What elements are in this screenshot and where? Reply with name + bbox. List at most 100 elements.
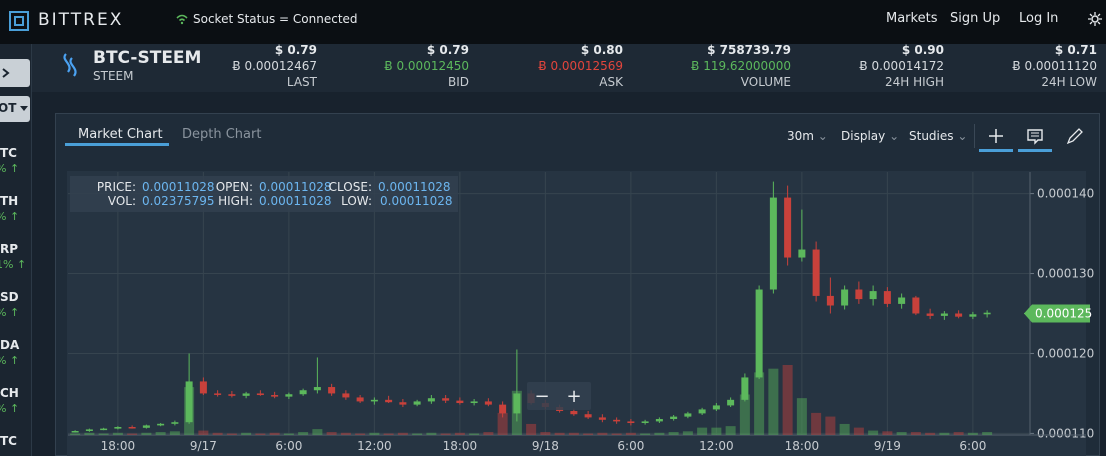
volume-bar <box>440 433 451 435</box>
x-tick-label: 9/17 <box>190 439 217 453</box>
sidebar-symbol: CH <box>0 386 19 400</box>
ticker-btc: Ƀ 0.00011120 <box>1012 59 1097 73</box>
candle-body <box>356 397 364 402</box>
sidebar-toggle[interactable] <box>0 59 30 87</box>
volume-bar <box>226 433 237 435</box>
ticker-usd: $ 0.79 <box>426 43 469 57</box>
candle-body <box>71 431 79 433</box>
volume-bar <box>554 432 565 435</box>
ticker-column: $ 0.79 Ƀ 0.00012450 BID <box>384 42 469 90</box>
volume-bar <box>255 433 266 435</box>
volume-bar <box>982 432 993 435</box>
volume-bar <box>326 432 337 435</box>
candle-body <box>755 289 763 378</box>
y-tick-label: 0.000120 <box>1037 346 1094 360</box>
volume-bar <box>369 432 380 435</box>
candle-body <box>855 289 863 300</box>
volume-bar <box>782 365 793 435</box>
zoom-out[interactable]: − <box>534 386 549 407</box>
toolbar-label: Studies <box>909 129 954 143</box>
top-nav: BITTREX Socket Status = Connected Market… <box>0 0 1106 44</box>
candle-body <box>983 312 991 315</box>
ticker-btc: Ƀ 0.00012467 <box>232 59 317 73</box>
candle-body <box>698 409 706 414</box>
chart-tab[interactable]: Market Chart <box>78 127 163 142</box>
candle-body <box>684 413 692 417</box>
sidebar-change: % ↑ <box>0 162 20 175</box>
market-select[interactable]: OT <box>0 96 30 122</box>
ohlc-label: CLOSE: <box>329 180 372 194</box>
candle-body <box>655 419 663 422</box>
candle-body <box>385 399 393 403</box>
volume-bar <box>112 432 123 435</box>
volume-bar <box>768 368 779 435</box>
candle-body <box>898 297 906 304</box>
toolbar-dropdown[interactable]: Display ⌄ <box>841 129 900 143</box>
brand[interactable]: BITTREX <box>38 10 124 30</box>
volume-bar <box>355 433 366 435</box>
candle-body <box>812 249 820 296</box>
candle-body <box>955 313 963 317</box>
volume-bar <box>697 427 708 435</box>
ticker-btc: Ƀ 119.62000000 <box>691 59 791 73</box>
theme-toggle[interactable] <box>1087 11 1103 27</box>
volume-bar <box>483 432 494 435</box>
ticker-label: BID <box>447 75 469 89</box>
ohlc-box <box>70 176 458 212</box>
candle-body <box>712 405 720 410</box>
ticker-column: $ 0.80 Ƀ 0.00012569 ASK <box>538 42 623 90</box>
arrow-icon <box>2 68 10 78</box>
candle-body <box>285 394 293 397</box>
ticker-column: $ 0.71 Ƀ 0.00011120 24H LOW <box>1012 42 1097 90</box>
chart-tab[interactable]: Depth Chart <box>182 127 262 142</box>
ohlc-value: 0.00011028 <box>259 194 332 208</box>
ohlc-label: OPEN: <box>216 180 253 194</box>
candle-body <box>513 393 521 414</box>
toolbar-dropdown[interactable]: 30m ⌄ <box>787 129 828 143</box>
nav-link[interactable]: Markets <box>886 11 938 26</box>
candle-body <box>199 381 207 394</box>
volume-bar <box>70 433 81 435</box>
candle-body <box>271 395 279 397</box>
candle-body <box>456 400 464 404</box>
steem-logo <box>63 53 77 77</box>
sidebar-symbol: TC <box>0 434 17 448</box>
volume-bar <box>654 432 665 435</box>
volume-bar <box>925 432 936 435</box>
volume-bar <box>412 433 423 435</box>
market-select-label: OT <box>0 101 17 115</box>
x-tick-label: 18:00 <box>101 439 136 453</box>
y-tick-label: 0.000110 <box>1037 426 1094 440</box>
ticker-column: $ 0.79 Ƀ 0.00012467 LAST <box>232 42 317 90</box>
toolbar-label: 30m <box>787 129 814 143</box>
volume-bar <box>198 430 209 435</box>
candle-body <box>741 377 749 400</box>
tool-icons <box>979 128 1083 152</box>
volume-bar <box>340 432 351 435</box>
separator <box>974 124 975 148</box>
nav-link[interactable]: Sign Up <box>950 11 1001 26</box>
candle-body <box>157 423 165 426</box>
candle-body <box>299 390 307 395</box>
current-price-label: 0.000125 <box>1035 306 1092 320</box>
candle-body <box>627 421 635 424</box>
zoom-in[interactable]: + <box>566 386 581 407</box>
y-tick-label: 0.000130 <box>1037 267 1094 281</box>
candle-body <box>427 398 435 402</box>
nav-link[interactable]: Log In <box>1019 11 1059 26</box>
candle-body <box>969 314 977 317</box>
candle-body <box>499 404 507 414</box>
volume-bar <box>953 432 964 435</box>
volume-bar <box>526 423 537 435</box>
candle-body <box>242 393 250 396</box>
ohlc-label: LOW: <box>341 194 372 208</box>
candle-body <box>328 387 336 394</box>
candle-body <box>841 289 849 306</box>
volume-bar <box>711 427 722 435</box>
candle-body <box>584 414 592 418</box>
x-tick-label: 18:00 <box>785 439 820 453</box>
toolbar-dropdown[interactable]: Studies ⌄ <box>909 129 968 143</box>
zoom-box <box>527 382 591 410</box>
